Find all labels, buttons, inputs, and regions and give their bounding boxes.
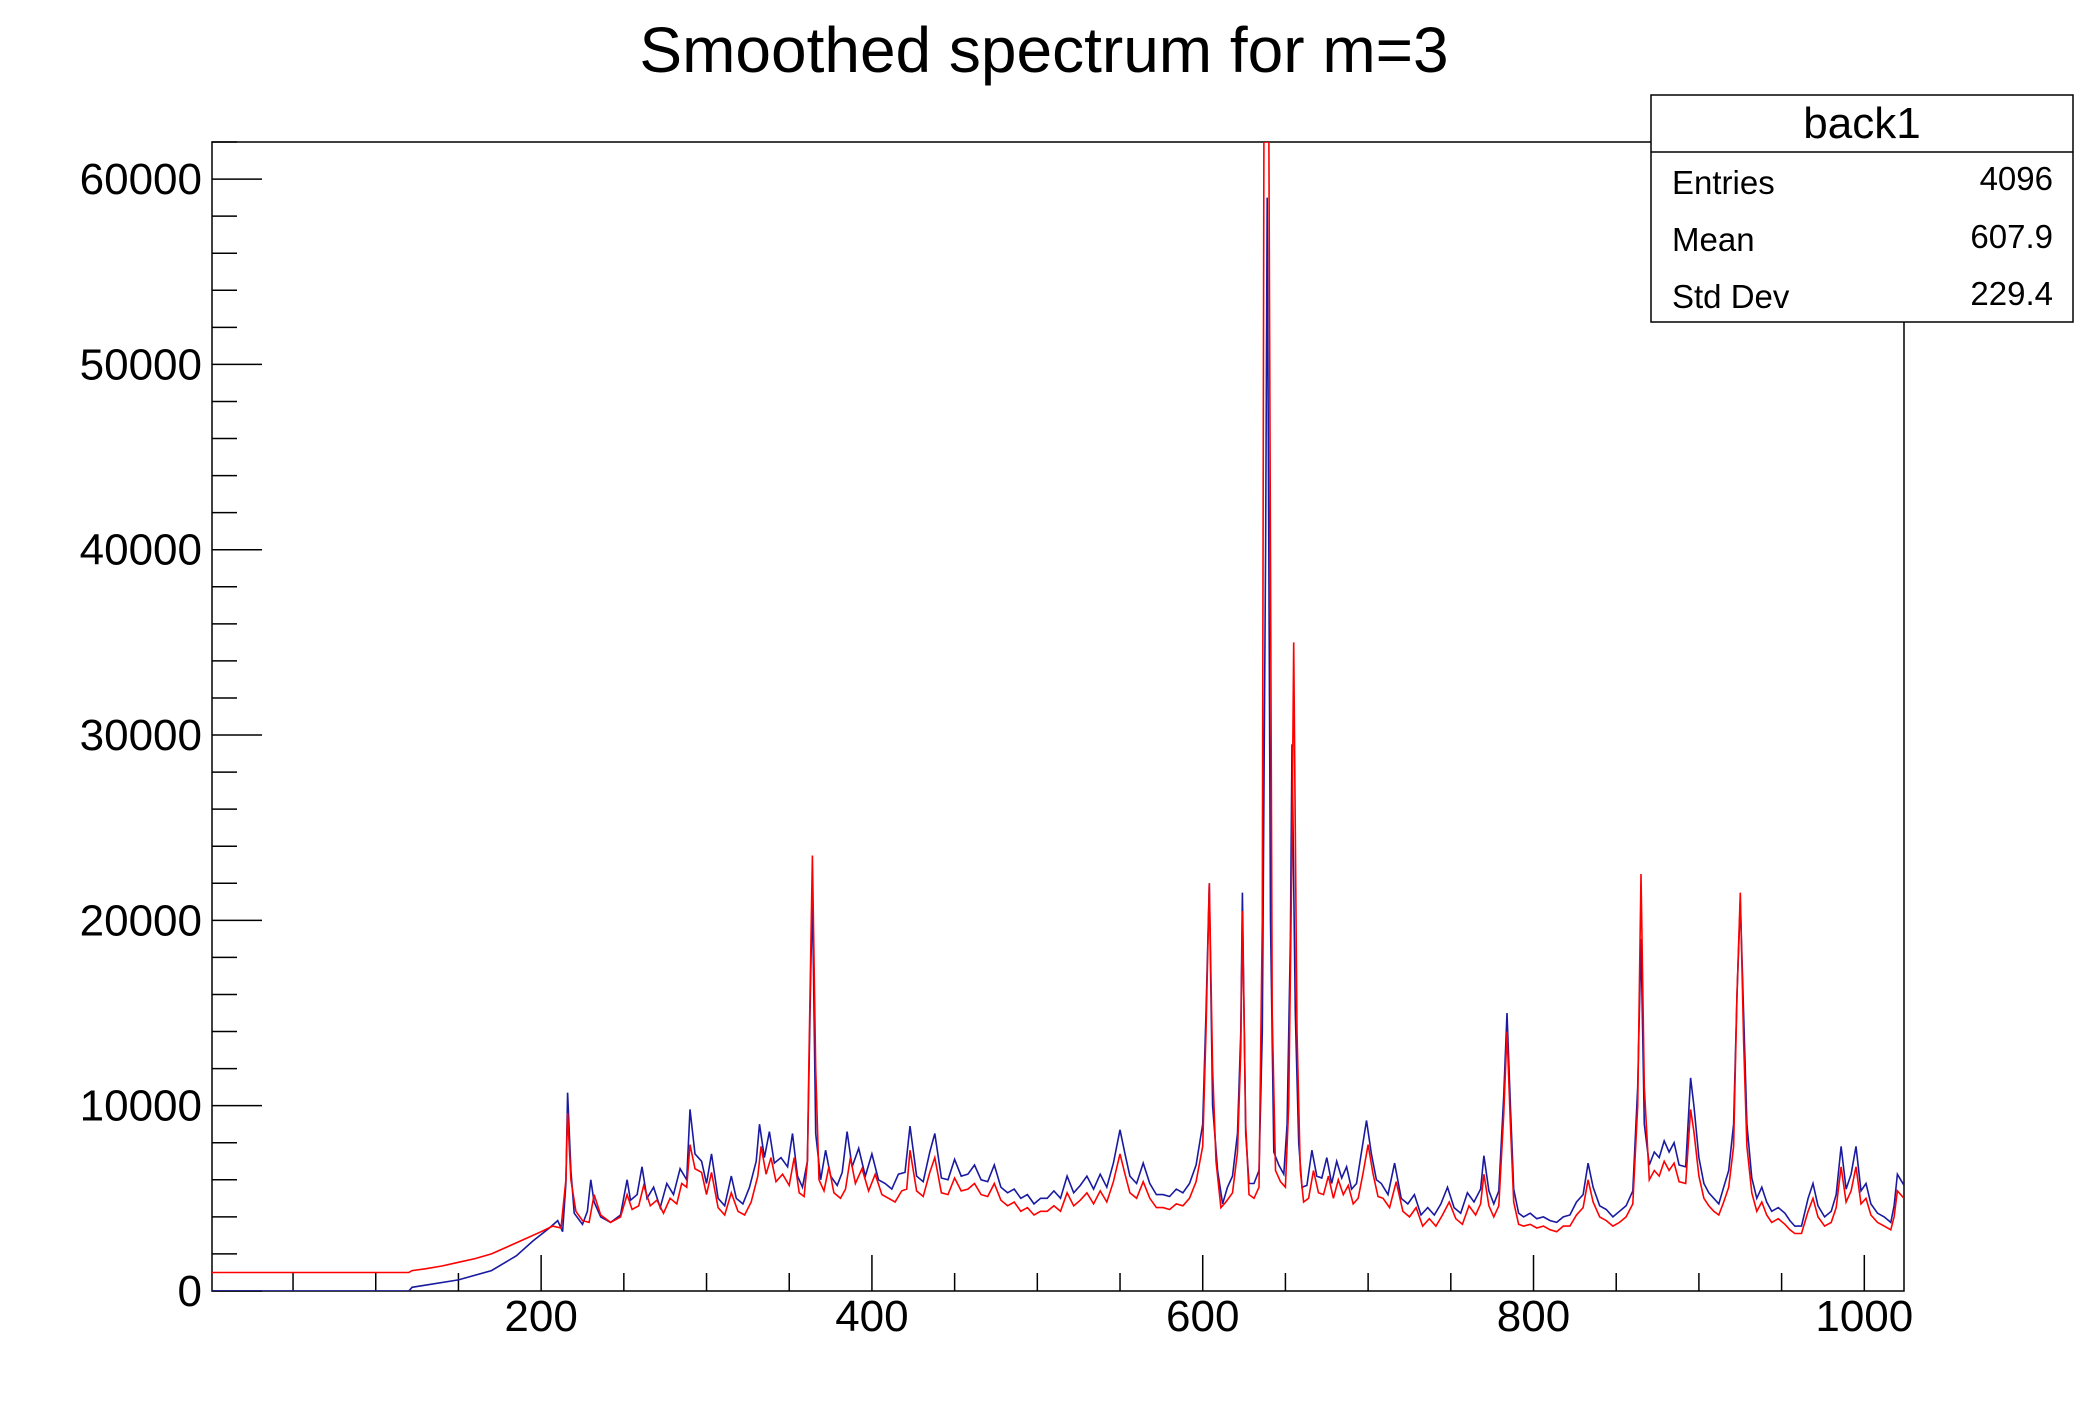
series-line-smoothed [212,142,1904,1274]
stats-mean-value: 607.9 [1970,218,2053,255]
y-tick-label: 30000 [80,711,202,760]
stats-stddev-label: Std Dev [1672,278,1790,315]
y-axis: 0 10000 20000 30000 40000 50000 60000 [80,141,262,1316]
series-layer [212,142,1904,1291]
y-tick-label: 20000 [80,896,202,945]
x-tick-label: 1000 [1815,1292,1913,1341]
x-tick-label: 600 [1166,1292,1239,1341]
y-tick-label: 0 [178,1267,202,1316]
x-tick-label: 200 [504,1292,577,1341]
y-tick-label: 10000 [80,1082,202,1131]
stats-stddev-value: 229.4 [1970,275,2053,312]
stats-entries-value: 4096 [1980,160,2053,197]
x-tick-label: 400 [835,1292,908,1341]
stats-entries-label: Entries [1672,164,1775,201]
y-tick-label: 60000 [80,155,202,204]
y-tick-label: 40000 [80,526,202,575]
stats-mean-label: Mean [1672,221,1755,258]
stats-box-frame [1650,94,2074,323]
y-tick-label: 50000 [80,340,202,389]
series-line-original [212,197,1904,1291]
chart-title: Smoothed spectrum for m=3 [639,14,1448,86]
plot-frame [211,141,1905,1292]
x-tick-label: 800 [1497,1292,1570,1341]
x-axis: 200 400 600 800 1000 [292,1255,1913,1341]
stats-box-title: back1 [1803,99,1920,148]
stats-box: back1 Entries 4096 Mean 607.9 Std Dev 22… [1650,94,2074,323]
